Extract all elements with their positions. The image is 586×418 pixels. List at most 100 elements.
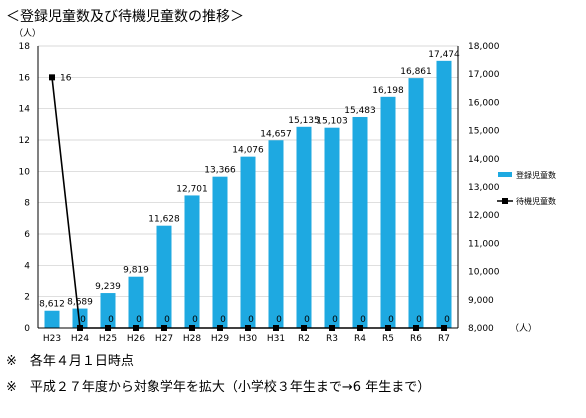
x-tick-label: R3 bbox=[326, 334, 338, 344]
right-tick-label: 14,000 bbox=[468, 155, 500, 165]
bar bbox=[436, 60, 452, 329]
bar-value-label: 15,135 bbox=[288, 116, 320, 126]
bar-series bbox=[44, 60, 452, 329]
legend-line-label: 待機児童数 bbox=[516, 196, 556, 206]
line-series bbox=[49, 74, 447, 331]
line-point bbox=[301, 325, 307, 331]
line-point bbox=[357, 325, 363, 331]
line-value-label: 0 bbox=[444, 315, 450, 325]
x-tick-label: H26 bbox=[127, 334, 145, 344]
bar-value-label: 15,103 bbox=[316, 117, 348, 127]
bar bbox=[380, 96, 396, 328]
x-tick-label: H28 bbox=[183, 334, 201, 344]
left-tick-label: 6 bbox=[24, 230, 30, 240]
bar bbox=[72, 308, 88, 328]
left-tick-label: 4 bbox=[24, 261, 30, 271]
bar-value-label: 14,076 bbox=[232, 146, 264, 156]
line-point bbox=[441, 325, 447, 331]
line-point bbox=[273, 325, 279, 331]
line-value-label: 0 bbox=[332, 315, 338, 325]
right-tick-label: 13,000 bbox=[468, 183, 500, 193]
right-tick-label: 9,000 bbox=[468, 296, 494, 306]
right-tick-label: 10,000 bbox=[468, 268, 500, 278]
bar bbox=[128, 276, 144, 328]
bar bbox=[212, 176, 228, 328]
line-value-label: 0 bbox=[276, 315, 282, 325]
left-tick-label: 16 bbox=[19, 73, 31, 83]
bar bbox=[156, 225, 172, 328]
bar-value-label: 14,657 bbox=[260, 129, 292, 139]
line-value-label: 0 bbox=[192, 315, 198, 325]
x-tick-label: R7 bbox=[438, 334, 450, 344]
left-tick-label: 14 bbox=[19, 105, 31, 115]
right-tick-label: 8,000 bbox=[468, 324, 494, 334]
x-tick-label: H31 bbox=[267, 334, 285, 344]
left-axis-unit: （人） bbox=[14, 28, 41, 39]
bar-value-label: 15,483 bbox=[344, 106, 376, 116]
line-point bbox=[329, 325, 335, 331]
bar bbox=[184, 195, 200, 328]
x-tick-label: H25 bbox=[99, 334, 117, 344]
left-tick-label: 2 bbox=[24, 293, 30, 303]
bar-value-label: 9,819 bbox=[123, 266, 149, 276]
x-tick-label: H27 bbox=[155, 334, 173, 344]
line-value-label: 0 bbox=[220, 315, 226, 325]
line-value-label: 0 bbox=[388, 315, 394, 325]
footnote-scope: ※ 平成２７年度から対象学年を拡大（小学校３年生まで→6 年生まで） bbox=[6, 380, 431, 395]
bar-value-label: 8,689 bbox=[67, 298, 93, 308]
x-tick-label: H23 bbox=[43, 334, 61, 344]
left-tick-label: 12 bbox=[19, 136, 30, 146]
bar bbox=[240, 156, 256, 328]
x-tick-label: R2 bbox=[298, 334, 310, 344]
bar bbox=[408, 78, 424, 328]
bar-value-label: 9,239 bbox=[95, 282, 121, 292]
right-tick-label: 17,000 bbox=[468, 70, 500, 80]
right-tick-label: 18,000 bbox=[468, 42, 500, 52]
bar-value-label: 17,474 bbox=[428, 50, 460, 60]
line-point bbox=[413, 325, 419, 331]
left-tick-label: 0 bbox=[24, 324, 30, 334]
x-tick-label: H29 bbox=[211, 334, 229, 344]
legend: 登録児童数 待機児童数 bbox=[497, 170, 556, 206]
chart: 0 2 4 6 8 10 12 14 16 18 8,000 9,000 10,000 11,000 12,… bbox=[14, 28, 556, 344]
bar-value-label: 16,198 bbox=[372, 86, 404, 96]
line-value-label: 0 bbox=[248, 315, 254, 325]
left-tick-label: 10 bbox=[19, 167, 31, 177]
bar bbox=[268, 140, 284, 328]
line-value-label: 0 bbox=[108, 315, 114, 325]
right-tick-label: 16,000 bbox=[468, 98, 500, 108]
line-value-label: 0 bbox=[136, 315, 142, 325]
line-value-label: 0 bbox=[164, 315, 170, 325]
bar bbox=[324, 127, 340, 328]
line-point bbox=[385, 325, 391, 331]
right-tick-label: 11,000 bbox=[468, 239, 500, 249]
bar bbox=[44, 310, 60, 328]
line-point bbox=[161, 325, 167, 331]
line-point bbox=[217, 325, 223, 331]
line-point bbox=[49, 74, 55, 81]
left-tick-label: 8 bbox=[24, 199, 30, 209]
bar-value-label: 13,366 bbox=[204, 166, 236, 176]
line-value-label: 0 bbox=[360, 315, 366, 325]
line-point bbox=[133, 325, 139, 331]
line-value-label: 16 bbox=[60, 73, 72, 83]
legend-line-marker bbox=[502, 198, 508, 204]
line-point bbox=[189, 325, 195, 331]
line-value-label: 0 bbox=[416, 315, 422, 325]
line-value-label: 0 bbox=[80, 315, 86, 325]
line-value-label: 0 bbox=[304, 315, 310, 325]
bar-value-label: 11,628 bbox=[148, 215, 180, 225]
x-tick-label: H24 bbox=[71, 334, 89, 344]
bar-value-label: 12,701 bbox=[176, 184, 208, 194]
right-axis-unit: （人） bbox=[510, 323, 537, 334]
footnote-date: ※ 各年４月１日時点 bbox=[6, 354, 134, 369]
bar bbox=[352, 116, 368, 328]
bar bbox=[100, 293, 116, 328]
legend-bar-label: 登録児童数 bbox=[516, 170, 556, 180]
bar-value-label: 16,861 bbox=[400, 67, 432, 77]
line-point bbox=[245, 325, 251, 331]
x-tick-label: R4 bbox=[354, 334, 366, 344]
x-tick-label: H30 bbox=[239, 334, 257, 344]
right-tick-label: 15,000 bbox=[468, 127, 500, 137]
